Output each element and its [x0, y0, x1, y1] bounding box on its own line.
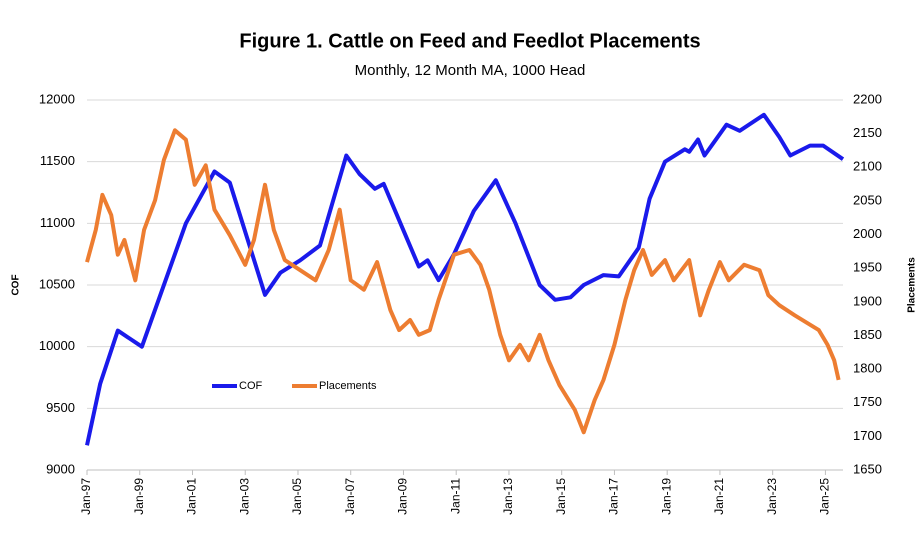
series-line [85, 128, 841, 435]
legend-label: COF [239, 380, 263, 392]
y2-tick-label: 2100 [853, 159, 882, 174]
x-tick-label: Jan-03 [237, 478, 251, 515]
y-tick-label: 10000 [39, 338, 75, 353]
y-tick-label: 11500 [40, 153, 75, 168]
y2-tick-label: 2200 [853, 91, 882, 106]
x-tick-label: Jan-19 [659, 478, 673, 515]
x-tick-label: Jan-21 [712, 478, 726, 515]
y2-tick-label: 1700 [853, 428, 882, 443]
y-tick-label: 12000 [39, 91, 75, 106]
x-tick-label: Jan-01 [185, 478, 199, 515]
y-tick-label: 9500 [46, 400, 75, 415]
chart-subtitle: Monthly, 12 Month MA, 1000 Head [355, 62, 586, 79]
y2-tick-label: 2050 [853, 192, 882, 207]
series-line [85, 112, 845, 446]
x-tick-label: Jan-97 [79, 478, 93, 515]
x-tick-label: Jan-15 [554, 478, 568, 515]
x-tick-label: Jan-23 [765, 478, 779, 515]
y-tick-label: 9000 [46, 461, 75, 476]
x-tick-label: Jan-99 [132, 478, 146, 515]
y2-tick-label: 2150 [853, 125, 882, 140]
x-tick-label: Jan-05 [290, 478, 304, 515]
y-axis-label: COF [11, 274, 22, 295]
y-tick-label: 10500 [39, 276, 75, 291]
x-tick-label: Jan-25 [818, 478, 832, 515]
x-tick-label: Jan-11 [448, 478, 462, 514]
y2-tick-label: 1750 [853, 394, 882, 409]
y2-tick-label: 1850 [853, 327, 882, 342]
y-tick-label: 11000 [40, 215, 75, 230]
y2-tick-label: 1950 [853, 260, 882, 275]
x-tick-label: Jan-07 [343, 478, 357, 515]
y2-tick-label: 1650 [853, 461, 882, 476]
y2-tick-label: 2000 [853, 226, 882, 241]
chart-title: Figure 1. Cattle on Feed and Feedlot Pla… [239, 30, 700, 52]
legend-label: Placements [319, 380, 377, 392]
x-tick-label: Jan-17 [607, 478, 621, 515]
y2-tick-label: 1900 [853, 293, 882, 308]
y2-axis-label: Placements [907, 257, 918, 313]
y2-tick-label: 1800 [853, 361, 882, 376]
x-tick-label: Jan-09 [396, 478, 410, 515]
x-tick-label: Jan-13 [501, 478, 515, 515]
